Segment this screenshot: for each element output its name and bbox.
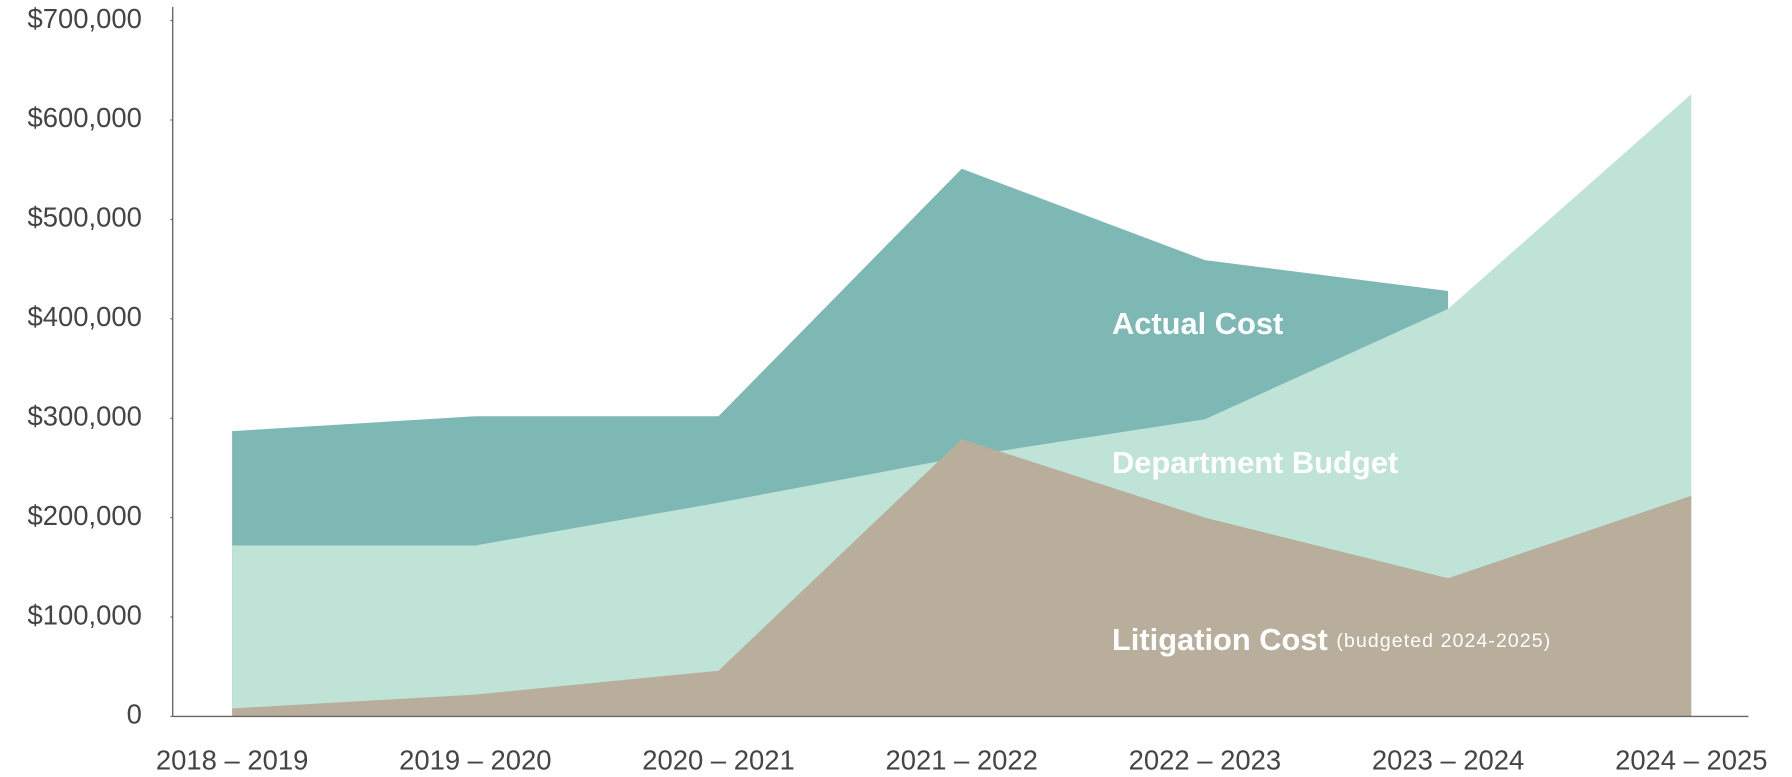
y-tick-label: 0 bbox=[127, 699, 142, 730]
x-tick-label: 2023 – 2024 bbox=[1372, 744, 1524, 775]
areas bbox=[232, 94, 1692, 717]
y-tick-label: $400,000 bbox=[28, 301, 142, 332]
y-tick-label: $300,000 bbox=[28, 400, 142, 431]
series-label: Department Budget bbox=[1112, 445, 1398, 480]
x-tick-label: 2020 – 2021 bbox=[642, 744, 794, 775]
y-tick-label: $200,000 bbox=[28, 500, 142, 531]
area bbox=[232, 439, 1692, 717]
x-tick-label: 2024 – 2025 bbox=[1615, 744, 1767, 775]
x-tick-label: 2018 – 2019 bbox=[156, 744, 308, 775]
series-label: Litigation Cost (budgeted 2024-2025) bbox=[1112, 622, 1551, 657]
annotation: (budgeted 2024-2025) bbox=[1336, 630, 1551, 652]
x-tick-label: 2022 – 2023 bbox=[1129, 744, 1281, 775]
x-tick-label: 2019 – 2020 bbox=[399, 744, 551, 775]
y-tick-label: $600,000 bbox=[28, 102, 142, 133]
x-tick-label: 2021 – 2022 bbox=[885, 744, 1037, 775]
y-tick-label: $500,000 bbox=[28, 202, 142, 233]
y-tick-label: $100,000 bbox=[28, 599, 142, 630]
series-label: Litigation Cost bbox=[1112, 622, 1328, 657]
y-tick-label: $700,000 bbox=[28, 3, 142, 34]
series-label: Actual Cost bbox=[1112, 306, 1283, 341]
